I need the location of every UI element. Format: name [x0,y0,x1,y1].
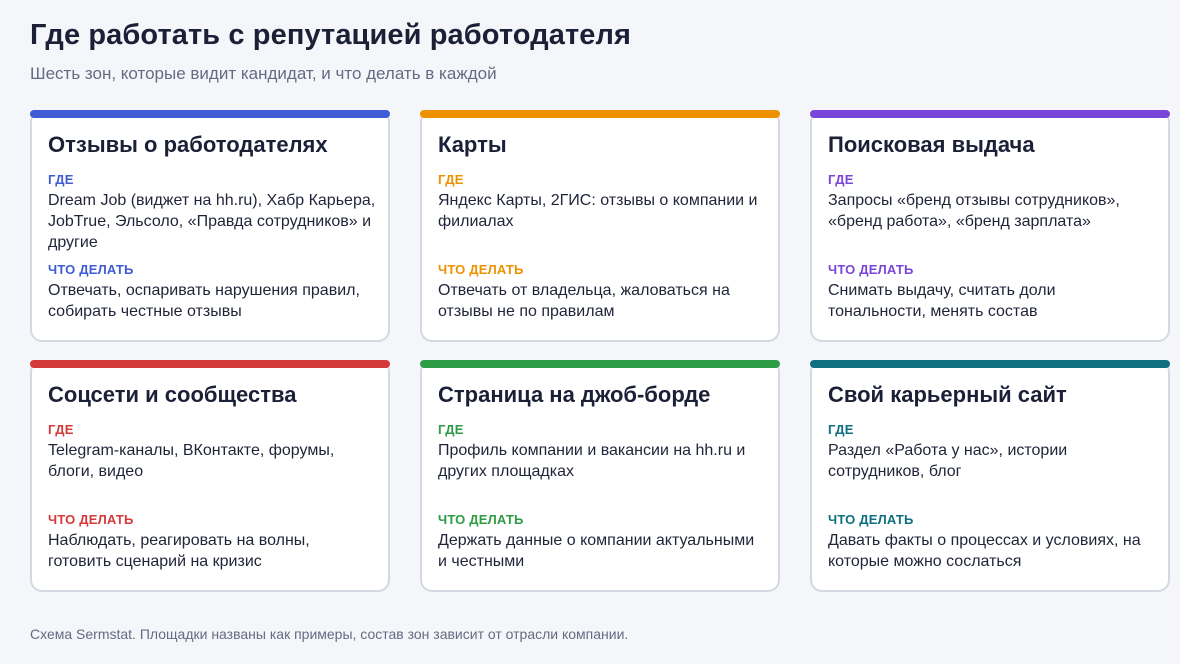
zone-card-search-results: Поисковая выдача ГДЕ Запросы «бренд отзы… [810,110,1170,342]
zones-grid: Отзывы о работодателях ГДЕ Dream Job (ви… [30,110,1170,592]
todo-text: Давать факты о процессах и условиях, на … [828,532,1141,570]
page-title: Где работать с репутацией работодателя [30,19,632,51]
where-text: Профиль компании и вакансии на hh.ru и д… [438,442,746,480]
todo-label: ЧТО ДЕЛАТЬ [828,512,914,527]
zone-card-job-board: Страница на джоб-борде ГДЕ Профиль компа… [420,360,780,592]
where-text: Яндекс Карты, 2ГИС: отзывы о компании и … [438,192,758,230]
where-text: Раздел «Работа у нас», истории сотрудник… [828,442,1068,480]
where-text: Dream Job (виджет на hh.ru), Хабр Карьер… [48,192,376,251]
todo-text: Снимать выдачу, считать доли тональности… [828,282,1056,320]
card-accent-bar [30,360,390,368]
where-label: ГДЕ [828,172,854,187]
todo-text: Отвечать, оспаривать нарушения правил, с… [48,282,360,320]
where-label: ГДЕ [438,172,464,187]
page-subtitle: Шесть зон, которые видит кандидат, и что… [30,64,497,83]
todo-label: ЧТО ДЕЛАТЬ [438,512,524,527]
card-title: Карты [438,132,507,157]
card-title: Страница на джоб-борде [438,382,711,407]
where-label: ГДЕ [48,172,74,187]
zone-card-maps: Карты ГДЕ Яндекс Карты, 2ГИС: отзывы о к… [420,110,780,342]
todo-label: ЧТО ДЕЛАТЬ [438,262,524,277]
footnote: Схема Sermstat. Площадки названы как при… [30,626,629,642]
card-title: Поисковая выдача [828,132,1035,157]
card-title: Соцсети и сообщества [48,382,297,407]
todo-text: Наблюдать, реагировать на волны, готовит… [48,532,310,570]
card-accent-bar [420,110,780,118]
todo-label: ЧТО ДЕЛАТЬ [48,512,134,527]
todo-text: Держать данные о компании актуальными и … [438,532,755,570]
where-label: ГДЕ [438,422,464,437]
todo-label: ЧТО ДЕЛАТЬ [48,262,134,277]
zone-card-career-site: Свой карьерный сайт ГДЕ Раздел «Работа у… [810,360,1170,592]
where-label: ГДЕ [48,422,74,437]
where-text: Запросы «бренд отзывы сотрудников», «бре… [828,192,1120,230]
where-label: ГДЕ [828,422,854,437]
card-accent-bar [30,110,390,118]
card-accent-bar [810,360,1170,368]
todo-text: Отвечать от владельца, жаловаться на отз… [438,282,730,320]
zone-card-employer-reviews: Отзывы о работодателях ГДЕ Dream Job (ви… [30,110,390,342]
todo-label: ЧТО ДЕЛАТЬ [828,262,914,277]
card-title: Отзывы о работодателях [48,132,328,157]
card-accent-bar [420,360,780,368]
zone-card-social-media: Соцсети и сообщества ГДЕ Telegram-каналы… [30,360,390,592]
card-accent-bar [810,110,1170,118]
where-text: Telegram-каналы, ВКонтакте, форумы, блог… [48,442,335,480]
card-title: Свой карьерный сайт [828,382,1067,407]
